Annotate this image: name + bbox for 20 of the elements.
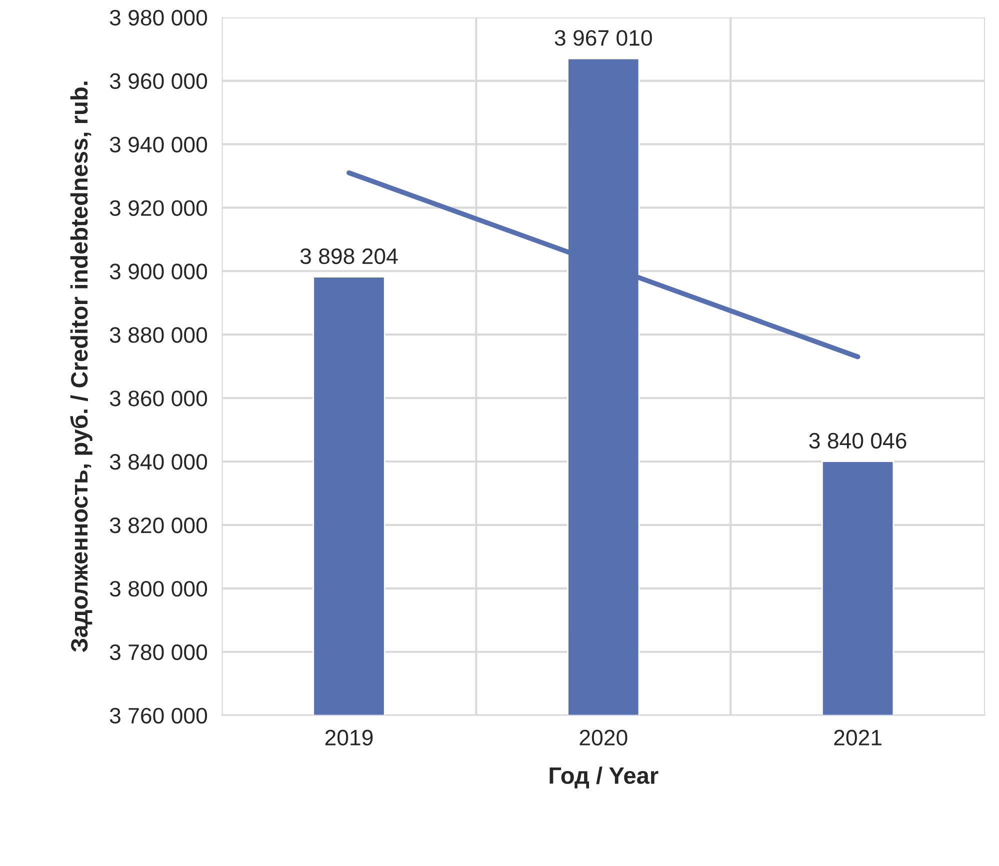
y-tick-label: 3 840 000 <box>110 454 208 470</box>
y-axis-title: Задолженность, руб. / Creditor indebtedness, rub. <box>70 82 92 652</box>
y-tick-label: 3 940 000 <box>110 136 208 152</box>
text: 3 967 010 <box>554 30 652 46</box>
y-tick-label: 3 780 000 <box>110 644 208 660</box>
y-tick-label: 3 880 000 <box>110 327 208 343</box>
y-tick-label: 3 860 000 <box>110 390 208 406</box>
y-tick-label: 3 900 000 <box>110 264 208 280</box>
text: 3 840 046 <box>809 432 906 449</box>
y-tick-label: 3 960 000 <box>110 73 208 90</box>
y-tick-label: 3 920 000 <box>110 200 208 216</box>
y-tick-label: 3 820 000 <box>110 517 208 534</box>
x-tick-label: 2021 <box>834 730 882 746</box>
x-tick-label: 2020 <box>580 730 628 746</box>
y-tick-label: 3 800 000 <box>110 580 208 597</box>
x-tick-label: 2019 <box>325 730 373 746</box>
text: 3 898 204 <box>300 248 398 264</box>
y-tick-label: 3 980 000 <box>110 10 208 26</box>
y-tick-label: 3 760 000 <box>110 708 208 724</box>
x-axis-title: Год / Year <box>550 766 658 788</box>
